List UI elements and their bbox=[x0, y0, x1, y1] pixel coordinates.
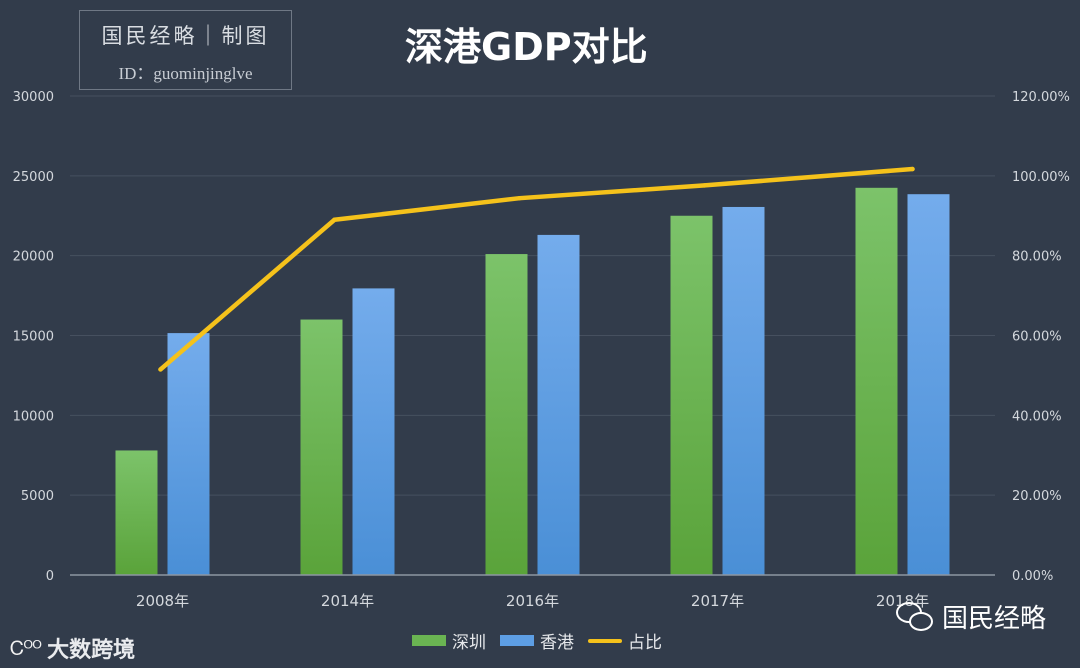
ratio-point bbox=[702, 183, 707, 188]
legend-label-hongkong: 香港 bbox=[540, 633, 574, 653]
legend-swatch-shenzhen bbox=[412, 635, 446, 646]
y-left-tick-label: 5000 bbox=[21, 489, 54, 504]
x-tick-label: 2008年 bbox=[136, 592, 189, 610]
y-right-tick-label: 20.00% bbox=[1012, 489, 1062, 504]
bar-hongkong bbox=[537, 234, 580, 575]
y-right-tick-label: 0.00% bbox=[1012, 569, 1053, 584]
bar-shenzhen bbox=[485, 254, 528, 575]
x-tick-label: 2016年 bbox=[506, 592, 559, 610]
y-right-tick-label: 120.00% bbox=[1012, 90, 1070, 105]
legend: 深圳 香港 占比 bbox=[412, 628, 676, 653]
ratio-line-series bbox=[158, 166, 915, 372]
y-left-tick-label: 25000 bbox=[13, 170, 54, 185]
ratio-line bbox=[158, 166, 915, 372]
legend-item-hongkong: 香港 bbox=[500, 628, 574, 653]
legend-swatch-ratio bbox=[588, 638, 622, 643]
watermark-dashujukuajing: Ꮯᴼᴼ 大数跨境 bbox=[10, 632, 135, 664]
y-left-tick-label: 30000 bbox=[13, 90, 54, 105]
bar-shenzhen bbox=[115, 450, 158, 575]
bar-shenzhen bbox=[300, 319, 343, 575]
wechat-icon bbox=[896, 600, 936, 634]
y-left-tick-label: 0 bbox=[46, 569, 54, 584]
legend-item-shenzhen: 深圳 bbox=[412, 628, 486, 653]
ratio-point bbox=[910, 166, 915, 172]
ratio-point bbox=[158, 367, 163, 372]
dashuju-logo-icon: Ꮯᴼᴼ bbox=[10, 636, 42, 660]
y-right-tick-label: 80.00% bbox=[1012, 250, 1062, 265]
stamp-title: 国民经略｜制图 bbox=[101, 24, 270, 48]
y-right-tick-label: 60.00% bbox=[1012, 330, 1062, 345]
bar-shenzhen bbox=[855, 187, 898, 575]
legend-label-shenzhen: 深圳 bbox=[452, 633, 486, 653]
bar-shenzhen bbox=[670, 215, 713, 575]
gridlines bbox=[70, 95, 995, 496]
ratio-point bbox=[517, 195, 522, 201]
legend-swatch-hongkong bbox=[500, 635, 534, 646]
y-right-tick-label: 40.00% bbox=[1012, 409, 1062, 424]
axes: 0 5000 10000 15000 20000 25000 30000 0.00% 20.00… bbox=[13, 90, 1070, 610]
watermark-stamp: 国民经略｜制图 ID：guominjinglve bbox=[79, 10, 292, 90]
y-left-tick-label: 15000 bbox=[13, 330, 54, 345]
x-tick-label: 2017年 bbox=[691, 592, 744, 610]
ratio-point bbox=[332, 217, 337, 222]
y-left-tick-label: 20000 bbox=[13, 250, 54, 265]
watermark-guominjinglve: 国民经略 bbox=[896, 598, 1046, 635]
legend-label-ratio: 占比 bbox=[628, 633, 662, 653]
legend-item-ratio: 占比 bbox=[588, 628, 662, 653]
chart-title: 深港GDP对比 bbox=[405, 25, 648, 69]
y-left-tick-label: 10000 bbox=[13, 409, 54, 424]
x-tick-label: 2014年 bbox=[321, 592, 374, 610]
watermark-left-text: 大数跨境 bbox=[47, 638, 136, 663]
y-right-tick-label: 100.00% bbox=[1012, 170, 1070, 185]
stamp-id: ID：guominjinglve bbox=[118, 64, 253, 83]
bar-hongkong bbox=[907, 194, 950, 575]
bar-hongkong bbox=[167, 333, 210, 575]
bar-series bbox=[115, 187, 950, 576]
watermark-right-text: 国民经略 bbox=[942, 604, 1047, 634]
bar-hongkong bbox=[352, 288, 395, 575]
bar-hongkong bbox=[722, 206, 765, 576]
